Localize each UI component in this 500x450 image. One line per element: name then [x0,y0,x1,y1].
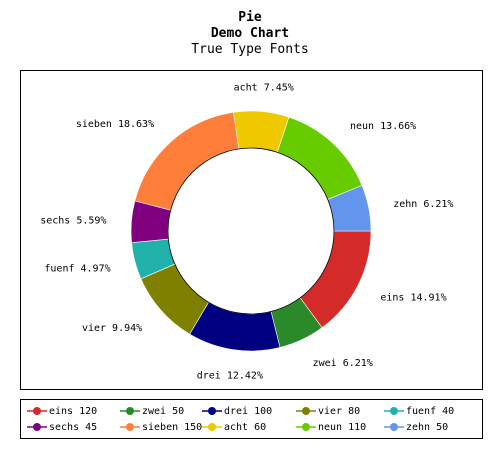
donut-hole [167,147,335,315]
legend-item-eins: eins 120 [27,403,97,419]
legend-marker-icon [384,407,404,415]
legend-marker-icon [27,407,47,415]
plot-area: eins 14.91% zwei 6.21% drei 12.42% vier 9.9… [20,70,483,390]
slice-label-sieben: sieben 18.63% [76,119,154,130]
legend-label: fuenf 40 [406,405,455,417]
legend-item-drei: drei 100 [202,403,272,419]
legend-marker-icon [27,423,47,431]
legend-label: neun 110 [318,421,367,433]
legend-item-vier: vier 80 [296,403,360,419]
chart-titles: Pie Demo Chart True Type Fonts [0,10,500,58]
slice-label-zehn: zehn 6.21% [393,199,453,210]
slice-label-neun: neun 13.66% [350,121,416,132]
slice-label-zwei: zwei 6.21% [313,358,373,369]
legend-marker-icon [296,423,316,431]
legend-item-sieben: sieben 150 [120,419,202,435]
slice-label-vier: vier 9.94% [82,323,142,334]
legend-item-zwei: zwei 50 [120,403,184,419]
legend-item-fuenf: fuenf 40 [384,403,454,419]
legend-marker-icon [384,423,404,431]
legend-item-acht: acht 60 [202,419,266,435]
legend-marker-icon [202,407,222,415]
legend-label: acht 60 [224,421,267,433]
legend-label: eins 120 [49,405,98,417]
slice-label-eins: eins 14.91% [380,292,446,303]
legend-label: zwei 50 [142,405,185,417]
chart-subtitle-2: True Type Fonts [191,42,309,57]
slice-label-sechs: sechs 5.59% [40,216,106,227]
legend-label: vier 80 [318,405,361,417]
legend-label: sieben 150 [142,421,203,433]
slice-label-fuenf: fuenf 4.97% [44,263,110,274]
legend-item-neun: neun 110 [296,419,366,435]
legend-label: zehn 50 [406,421,449,433]
legend-marker-icon [120,407,140,415]
slice-label-acht: acht 7.45% [234,83,294,94]
slice-label-drei: drei 12.42% [197,370,263,381]
legend-label: sechs 45 [49,421,98,433]
chart-title: Pie [238,10,262,25]
legend: eins 120 zwei 50 drei 100 vier 80 fuenf 40 se… [20,399,483,439]
chart-subtitle: Demo Chart [210,26,290,41]
legend-label: drei 100 [224,405,273,417]
donut-chart: eins 14.91% zwei 6.21% drei 12.42% vier 9.9… [40,83,453,382]
legend-marker-icon [120,423,140,431]
legend-item-zehn: zehn 50 [384,419,448,435]
legend-marker-icon [202,423,222,431]
legend-item-sechs: sechs 45 [27,419,97,435]
legend-marker-icon [296,407,316,415]
